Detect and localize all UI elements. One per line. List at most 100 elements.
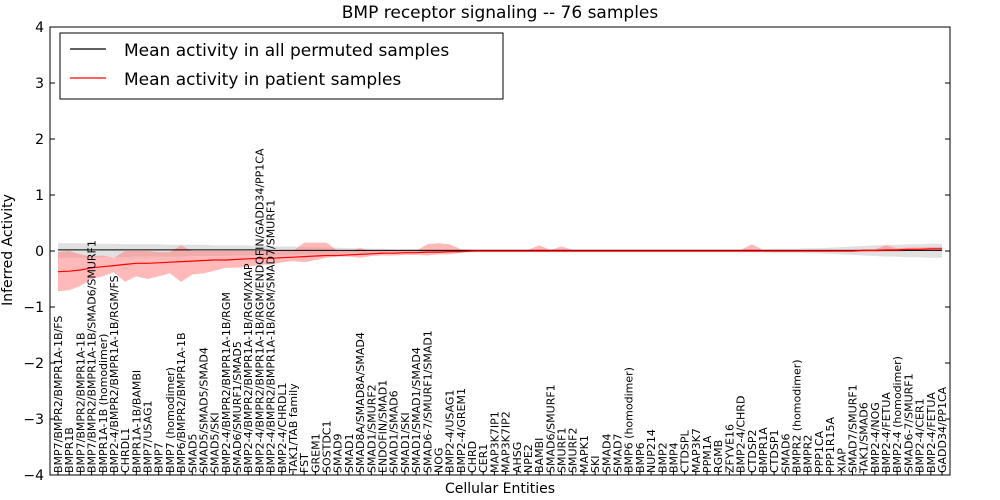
x-tick-label: SMURF1 xyxy=(556,428,569,474)
x-tick-label: BMPR1A xyxy=(757,427,770,473)
x-tick-label: BMP2-4/CER1 xyxy=(914,398,927,473)
legend: Mean activity in all permuted samples Me… xyxy=(59,32,504,100)
x-tick-label: SMAD6/SMURF1 xyxy=(544,384,557,473)
line-permuted xyxy=(58,249,942,251)
x-tick-label: SMAD1/SMURF2 xyxy=(365,384,378,473)
x-tick-label: CHRDL1 xyxy=(119,428,132,473)
x-tick-label: SKI xyxy=(589,456,602,473)
y-tick-label: 4 xyxy=(35,20,44,36)
x-tick-label: BMP2-4/GREM1 xyxy=(455,388,468,473)
x-tick-label: BMP4 xyxy=(667,442,680,473)
x-tick-label: BMP2-4/BMPR2/BMPR1A-1B/RGM/ENDOFIN/GADD3… xyxy=(253,148,266,473)
x-tick-label: BMP2-4/CHRD xyxy=(735,396,748,473)
x-tick-label: BMP2-4/BMPR2/BMPR1A-1B/RGM xyxy=(220,292,233,473)
x-axis-label: Cellular Entities xyxy=(445,481,555,497)
x-tick-label: GADD34/PP1CA xyxy=(936,386,949,473)
x-tick-label: BMP2 xyxy=(656,442,669,473)
x-tick-label: BMP7 (homodimer) xyxy=(164,367,177,473)
x-tick-label: FST xyxy=(298,453,311,473)
x-tick-label: SOSTDC1 xyxy=(321,421,334,474)
x-tick-label: BMP2-4/BMPR2/BMPR1A-1B/RGM/FS xyxy=(108,275,121,473)
x-tick-label: BMP7/BMPR2/BMPR1A-1B/FS xyxy=(52,316,65,473)
x-tick-label: NUP214 xyxy=(645,429,658,473)
x-tick-label: SMAD1/SMAD1/SMAD4 xyxy=(410,347,423,473)
x-tick-label: BMP2-4/FETUA xyxy=(925,392,938,473)
x-tick-label: BMP6/BMPR2/BMPR1A-1B xyxy=(175,332,188,473)
x-tick-label: MAPK1 xyxy=(578,435,591,473)
x-tick-label: CHRD xyxy=(466,441,479,473)
legend-box xyxy=(59,32,504,100)
x-tick-label: GREM1 xyxy=(309,433,322,473)
x-tick-label: XIAP xyxy=(835,448,848,473)
x-tick-label: CTDSP2 xyxy=(746,430,759,473)
y-axis: −4 −3 −2 −1 0 1 2 3 4 xyxy=(23,20,950,484)
x-tick-label: BMP2-4/BMPR2/BMPR1A-1B/RGM/XIAP xyxy=(242,263,255,473)
y-tick-label: −3 xyxy=(23,412,44,428)
line-patient xyxy=(57,248,942,273)
x-tick-label: SMAD5/SMAD5/SMAD4 xyxy=(198,347,211,473)
x-tick-label: SMAD1/SKI xyxy=(399,412,412,473)
x-tick-label: BMP2-4/CHRDL1 xyxy=(276,382,289,473)
x-tick-label: SMAD1 xyxy=(343,434,356,473)
x-tick-label: CER1 xyxy=(477,444,490,473)
x-tick-label: SMAD6/SMURF1/SMAD5 xyxy=(231,341,244,473)
x-tick-label: BMP7/USAG1 xyxy=(142,401,155,473)
x-tick-label: PPP1CA xyxy=(813,430,826,473)
y-axis-label: Inferred Activity xyxy=(0,194,16,306)
x-tick-label: SMAD1/SMAD6 xyxy=(388,390,401,473)
y-tick-label: −4 xyxy=(23,468,44,484)
x-tick-label: SMAD7 xyxy=(612,434,625,473)
x-tick-label: ZFYVE16 xyxy=(723,424,736,473)
x-tick-label: SMAD9 xyxy=(332,434,345,473)
x-tick-label: SMAD8A/SMAD8A/SMAD4 xyxy=(354,332,367,473)
x-tick-label: BMP2-4/BMPR2/BMPR1A-1B/RGM/SMAD7/SMURF1 xyxy=(265,200,278,473)
x-tick-label: SMAD6-7/SMURF1/SMAD1 xyxy=(421,330,434,473)
series-lines xyxy=(57,248,942,273)
x-tick-label: SMAD7/SMURF1 xyxy=(847,384,860,473)
x-tick-label: PPP1R15A xyxy=(824,416,837,473)
x-tick-label: MAP3K7 xyxy=(690,428,703,473)
x-tick-label: BMPR1B xyxy=(63,427,76,473)
x-tick-label: BMP6 xyxy=(634,442,647,473)
band-patient xyxy=(58,242,942,292)
x-tick-label: TAK1/SMAD6 xyxy=(858,402,871,474)
x-tick-label: SMAD5 xyxy=(186,434,199,473)
x-tick-label: BMP7/BMPR2/BMPR1A-1B/SMAD6/SMURF1 xyxy=(86,240,99,473)
x-tick-label: AHSG xyxy=(511,442,524,473)
y-tick-label: 2 xyxy=(35,132,44,148)
x-tick-label: BMP6 (homodimer) xyxy=(623,367,636,473)
x-tick-label: SMAD6 xyxy=(779,434,792,473)
chart-title: BMP receptor signaling -- 76 samples xyxy=(342,3,659,23)
y-tick-label: −2 xyxy=(23,356,44,372)
x-tick-label: RGMB xyxy=(712,440,725,473)
x-tick-label: BMP2-4 (homodimer) xyxy=(891,356,904,473)
x-tick-label: SMAD6-7/SMURF1 xyxy=(902,373,915,473)
y-tick-label: 1 xyxy=(35,188,44,204)
y-tick-label: 0 xyxy=(35,244,44,260)
x-tick-label: BMPR2 xyxy=(802,435,815,473)
x-tick-label: BMPR1A-1B/BAMBI xyxy=(130,370,143,473)
x-tick-label: BMP2-4/USAG1 xyxy=(444,390,457,473)
x-tick-label: BMP2-4/FETUA xyxy=(880,392,893,473)
x-tick-label: MAP3K7IP1 xyxy=(488,411,501,473)
x-tick-label: BAMBI xyxy=(533,438,546,473)
x-tick-label: SMAD4 xyxy=(600,434,613,473)
legend-entry-permuted: Mean activity in all permuted samples xyxy=(124,41,449,61)
x-tick-label: CTDSP1 xyxy=(768,430,781,473)
x-tick-label: TAK1/TAB family xyxy=(287,383,300,474)
x-tick-label: NPE2 xyxy=(522,444,535,473)
x-tick-label: PPM1A xyxy=(701,435,714,473)
y-tick-label: 3 xyxy=(35,76,44,92)
x-tick-label: BMPR1A-1B (homodimer) xyxy=(97,334,110,473)
x-tick-label: MAP3K7IP2 xyxy=(500,411,513,473)
x-tick-label: BMPR2 (homodimer) xyxy=(791,359,804,473)
x-tick-label: CTDSPL xyxy=(679,430,692,473)
legend-entry-patient: Mean activity in patient samples xyxy=(124,70,401,90)
x-tick-label: SMAD5/SKI xyxy=(209,412,222,473)
x-tick-label: BMP2-4/NOG xyxy=(869,402,882,473)
x-tick-label: NOG xyxy=(433,448,446,473)
y-tick-label: −1 xyxy=(23,300,44,316)
x-tick-label: BMP7 xyxy=(153,442,166,473)
